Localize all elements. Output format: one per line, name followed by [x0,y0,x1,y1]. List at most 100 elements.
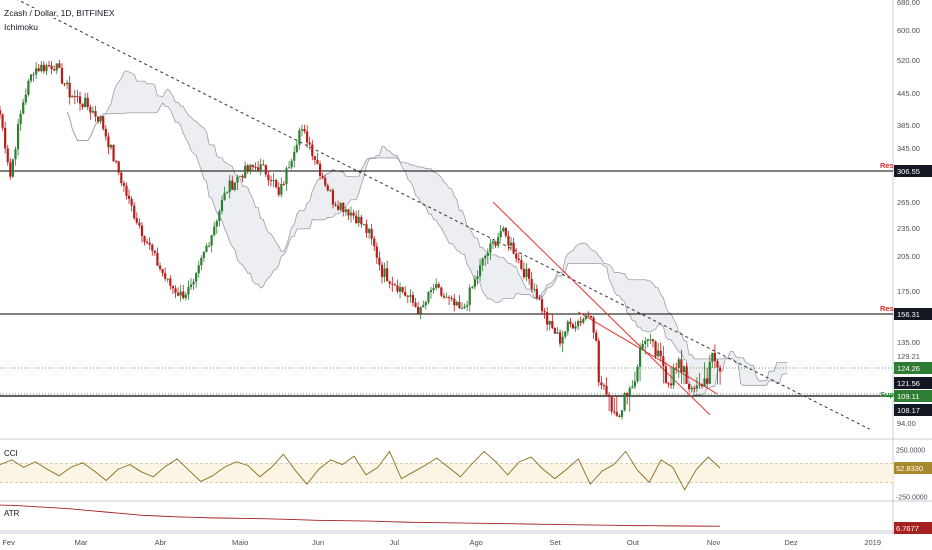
symbol-title[interactable]: Zcash / Dollar, 1D, BITFINEX [2,8,117,18]
candle-body [517,258,520,260]
candle-body [331,190,335,205]
candle-body [582,318,585,323]
candle-body [207,245,211,247]
candle-body [574,326,577,329]
candle-body [220,200,224,212]
candle-body [638,348,642,367]
candle-body [571,324,575,329]
candle-body [657,350,660,357]
candle-body [489,243,492,253]
candle-body [311,144,314,157]
candle-body [153,250,156,253]
price-tag [894,377,932,389]
candle-body [189,284,193,288]
candle-body [347,209,350,216]
candle-body [94,111,97,117]
candle-body [254,166,257,168]
candle-body [396,285,399,292]
candle-body [473,279,476,287]
time-axis-label: Mar [75,538,88,547]
candle-body [306,131,309,143]
price-tick-label: 135.00 [897,338,920,347]
candle-body [706,378,709,384]
price-tag-label: 129.21 [897,352,920,361]
candle-body [244,165,247,178]
candle-body [401,287,404,293]
candle-body [29,74,33,81]
candle-body [223,192,226,201]
candle-body [613,411,616,413]
candle-body [19,113,22,125]
candle-body [282,183,286,185]
candle-body [711,352,714,362]
candle-body [47,65,51,67]
candle-body [148,242,151,245]
candle-body [432,288,435,290]
candle-body [672,367,675,386]
candle-body [424,302,427,306]
candle-body [102,116,105,129]
candle-body [509,242,513,246]
candle-body [352,212,355,216]
candle-body [468,287,471,305]
candle-body [300,129,304,131]
candle-body [538,298,541,300]
candle-body [344,209,347,212]
candle-body [651,339,655,342]
price-tick-label: 265.00 [897,198,920,207]
price-tick-label: 445.00 [897,89,920,98]
candle-body [200,258,203,266]
candle-body [486,252,489,256]
price-tag-label: 156.31 [897,310,920,319]
candle-body [50,65,53,70]
candle-body [174,288,177,293]
candle-body [1,114,4,128]
candle-body [42,64,45,72]
candle-body [86,97,89,108]
candle-body [631,386,634,389]
candle-body [76,96,79,98]
price-tag-label: 109.11 [897,392,919,401]
price-tag-label: 121.56 [897,379,920,388]
candle-body [228,180,231,193]
cci-tick-label: -250.0000 [896,494,928,501]
candle-body [151,244,154,251]
cci-line [0,450,721,491]
candle-body [91,111,95,113]
candle-body [669,383,673,386]
time-axis-label: Jun [312,538,324,547]
time-axis-label: Nov [707,538,721,547]
price-tick-label: 175.00 [897,287,920,296]
candle-body [84,97,87,108]
price-tick-label: 520.00 [897,56,920,65]
candle-body [342,202,345,212]
candle-body [453,298,456,306]
candle-body [458,301,461,309]
cci-band [0,463,893,483]
candle-body [409,295,412,297]
time-axis-label: Set [549,538,561,547]
candle-body [68,82,71,98]
candle-body [122,183,125,186]
candle-body [698,384,701,386]
candle-body [6,148,9,163]
candle-body [391,283,394,285]
candle-body [478,265,482,277]
price-tick-label: 600.00 [897,26,920,35]
ichimoku-legend[interactable]: Ichimoku [2,22,41,32]
candle-body [236,176,239,183]
candle-body [360,216,363,225]
time-axis-label: Dez [784,538,798,547]
candle-body [96,116,100,122]
candle-body [241,175,244,178]
candle-body [45,65,48,72]
candle-body [404,292,407,296]
candle-body [602,385,606,387]
candle-body [644,340,647,344]
candle-body [695,385,698,389]
atr-line [0,504,721,527]
candle-body [546,312,549,325]
candle-body [295,144,298,153]
candle-body [73,96,76,98]
